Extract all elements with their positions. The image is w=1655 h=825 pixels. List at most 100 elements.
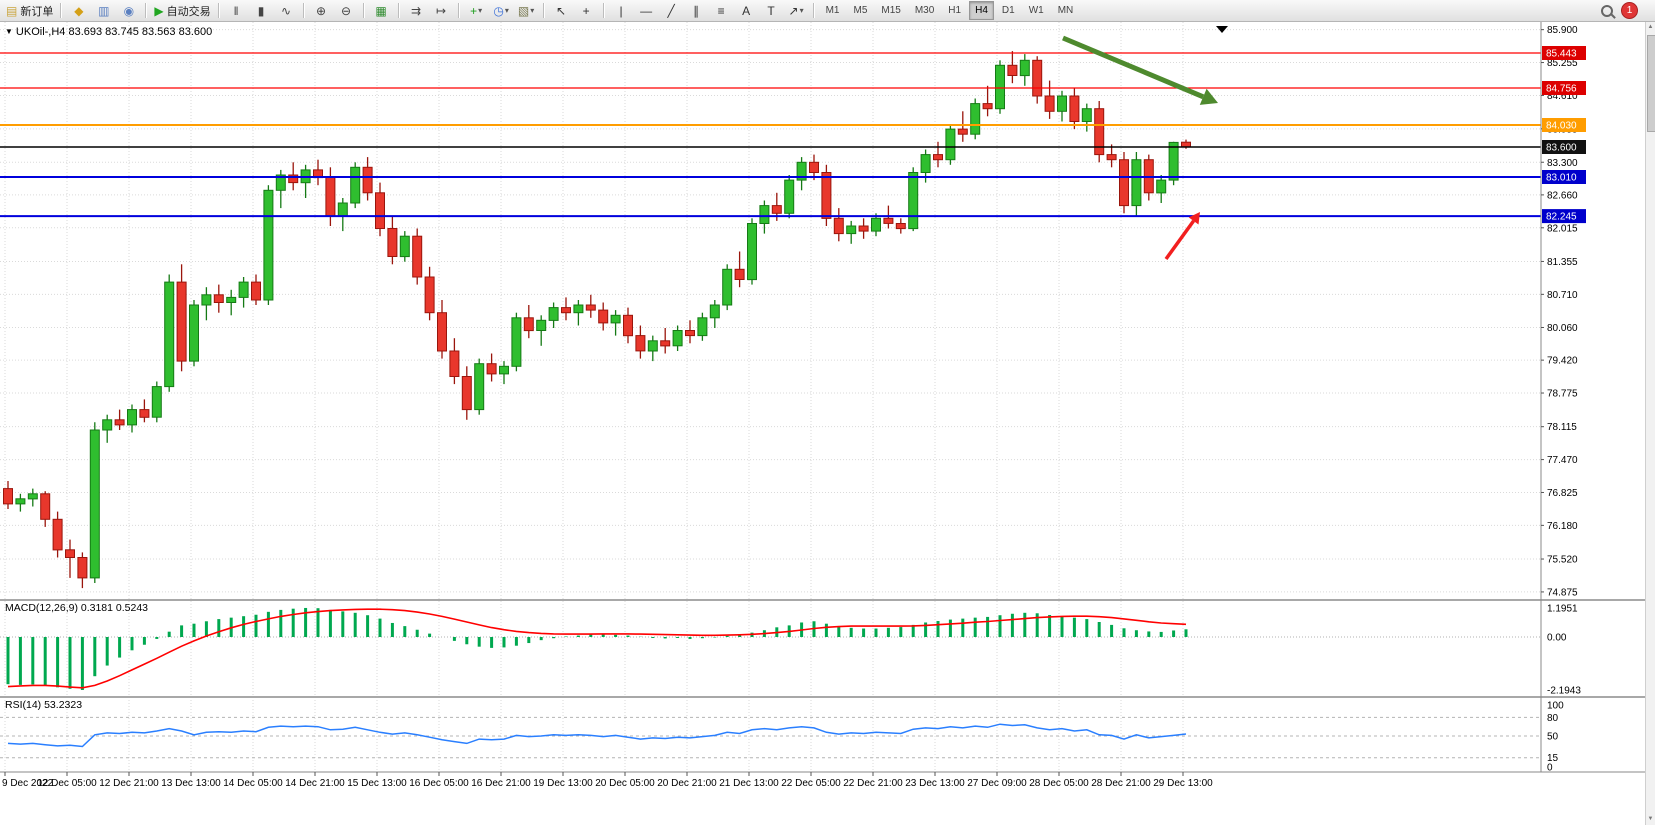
time-axis-label: 19 Dec 13:00 xyxy=(533,778,593,789)
timeframe-button-h4[interactable]: H4 xyxy=(969,1,994,20)
indicators-button[interactable]: + ▾ xyxy=(464,1,489,21)
candle xyxy=(598,309,609,324)
templates-button[interactable]: ▧ ▾ xyxy=(514,1,539,21)
candle xyxy=(623,314,633,337)
chart-shift-button[interactable]: ↦ xyxy=(429,1,454,21)
timeframe-button-m30[interactable]: M30 xyxy=(914,5,935,16)
quote-header-text: UKOil-,H4 83.693 83.745 83.563 83.600 xyxy=(15,26,213,38)
zoom-out-button[interactable]: ⊖ xyxy=(334,1,359,21)
candle xyxy=(189,304,199,362)
candlestick-chart-button[interactable]: ▮ xyxy=(249,1,274,21)
candle xyxy=(1081,108,1092,122)
toolbar-separator xyxy=(812,3,815,18)
text-label-icon: T xyxy=(767,3,775,18)
downtrend-arrow-head[interactable] xyxy=(1199,88,1218,105)
horizontal-line-button[interactable]: — xyxy=(634,1,659,21)
horizontal-line-icon: — xyxy=(640,3,653,18)
price-axis-label: 81.355 xyxy=(1547,257,1578,268)
candle xyxy=(65,549,75,558)
timeframe-button-m15[interactable]: M15 xyxy=(881,5,901,16)
auto-scroll-button[interactable]: ⇉ xyxy=(404,1,429,21)
candle xyxy=(672,330,683,347)
line-chart-button[interactable]: ∿ xyxy=(274,1,299,21)
arrows-button[interactable]: ↗ ▾ xyxy=(784,1,809,21)
candle xyxy=(387,228,398,257)
text-icon: A xyxy=(742,3,751,18)
timeframe-button-mn[interactable]: MN xyxy=(1057,5,1074,16)
periods-button[interactable]: ◷ ▾ xyxy=(489,1,514,21)
text-label-button[interactable]: T xyxy=(759,1,784,21)
candle xyxy=(213,294,224,303)
candle xyxy=(226,296,237,303)
pane-separator-macd[interactable] xyxy=(0,599,1655,601)
notification-badge[interactable]: 1 xyxy=(1621,2,1638,19)
vertical-scrollbar[interactable]: ▲ ▼ xyxy=(1645,22,1655,825)
navigator-button[interactable]: ◉ xyxy=(116,1,141,21)
toolbar-separator xyxy=(145,3,148,18)
timeframe-button-m1[interactable]: M1 xyxy=(825,5,840,16)
cursor-button[interactable]: ↖ xyxy=(549,1,574,21)
price-axis-label: 75.520 xyxy=(1547,555,1578,566)
candle xyxy=(1032,59,1043,97)
toolbar-separator xyxy=(457,3,460,18)
price-badge xyxy=(1542,140,1586,154)
new-order-button[interactable]: ▤ 新订单 xyxy=(3,1,56,21)
price-axis-label: 78.115 xyxy=(1547,422,1577,433)
candle xyxy=(722,268,733,306)
price-axis-label: 83.300 xyxy=(1547,158,1578,169)
chart-shift-marker[interactable] xyxy=(1216,26,1228,33)
market-watch-icon: ◆ xyxy=(74,3,84,18)
candle xyxy=(1168,141,1179,181)
macd-axis-label: 1.1951 xyxy=(1547,604,1578,615)
trendline-button[interactable]: ╱ xyxy=(659,1,684,21)
downtrend-arrow[interactable] xyxy=(1062,35,1205,100)
data-window-button[interactable]: ▥ xyxy=(91,1,116,21)
market-watch-button[interactable]: ◆ xyxy=(66,1,91,21)
one-click-trading-toggle-icon[interactable]: ▼ xyxy=(5,27,13,36)
vertical-line-button[interactable]: | xyxy=(609,1,634,21)
candlestick-chart-icon: ▮ xyxy=(257,3,265,18)
search-icon[interactable] xyxy=(1601,4,1613,17)
scroll-up-icon[interactable]: ▲ xyxy=(1647,24,1654,30)
toolbar-separator xyxy=(302,3,305,18)
candle xyxy=(908,172,919,230)
chevron-down-icon: ▾ xyxy=(478,6,483,15)
toolbar-separator xyxy=(60,3,63,18)
candle xyxy=(871,217,881,232)
candle xyxy=(1094,108,1105,156)
scroll-thumb[interactable] xyxy=(1647,35,1655,132)
candle xyxy=(846,225,857,235)
autotrading-button[interactable]: ▶ 自动交易 xyxy=(151,1,213,21)
equidistant-channel-button[interactable]: ∥ xyxy=(684,1,709,21)
support-bounce-arrow-head[interactable] xyxy=(1188,212,1200,225)
candle xyxy=(437,312,447,352)
candle xyxy=(585,304,596,311)
rsi-axis-label: 80 xyxy=(1547,713,1559,724)
timeframe-button-m5[interactable]: M5 xyxy=(853,5,868,16)
crosshair-button[interactable]: + xyxy=(574,1,599,21)
toolbar-right: 1 xyxy=(1601,2,1652,19)
fibonacci-button[interactable]: ≡ xyxy=(709,1,734,21)
time-axis-label: 12 Dec 05:00 xyxy=(37,778,97,789)
support-bounce-arrow[interactable] xyxy=(1164,219,1196,261)
pane-separator-rsi[interactable] xyxy=(0,696,1655,698)
candle xyxy=(833,217,844,235)
candle xyxy=(337,202,348,217)
timeframe-button-w1[interactable]: W1 xyxy=(1028,5,1044,16)
candle xyxy=(561,307,571,314)
timeframe-button-h1[interactable]: H1 xyxy=(948,5,962,16)
candle xyxy=(15,498,26,505)
text-button[interactable]: A xyxy=(734,1,759,21)
candle xyxy=(1069,95,1080,122)
time-axis-label: 23 Dec 13:00 xyxy=(905,778,965,789)
timeframe-button-d1[interactable]: D1 xyxy=(1001,5,1015,16)
bar-chart-button[interactable]: ‖ xyxy=(224,1,249,21)
price-axis-label: 80.060 xyxy=(1547,323,1578,334)
candle xyxy=(1044,95,1055,112)
candle xyxy=(238,281,249,298)
tile-windows-button[interactable]: ▦ xyxy=(369,1,394,21)
scroll-down-icon[interactable]: ▼ xyxy=(1647,816,1654,822)
zoom-in-button[interactable]: ⊕ xyxy=(309,1,334,21)
price-badge xyxy=(1542,46,1586,60)
